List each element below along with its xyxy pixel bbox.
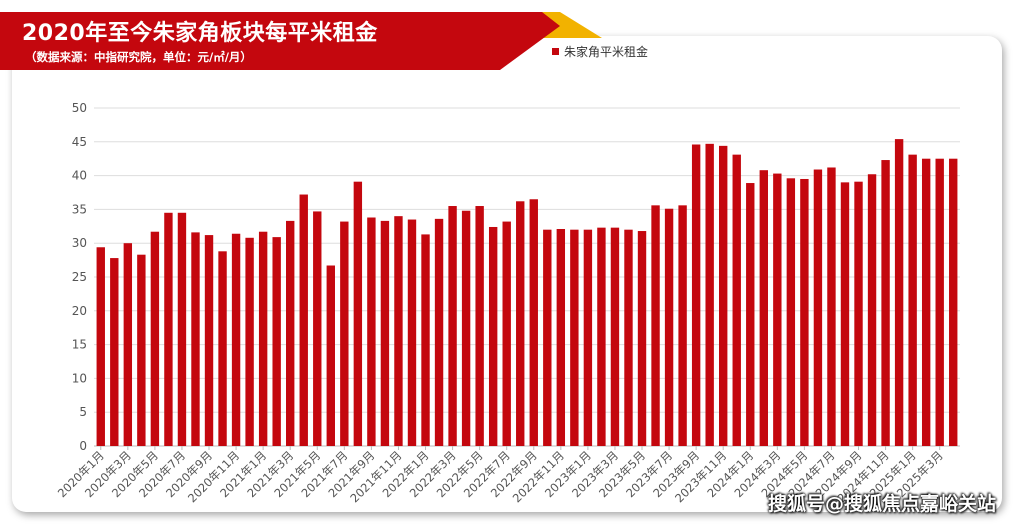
bar <box>218 251 227 446</box>
bar <box>353 181 363 446</box>
bar <box>746 183 755 447</box>
chart-title: 2020年至今朱家角板块每平米租金 <box>22 21 378 46</box>
bar <box>394 216 403 446</box>
y-tick-label: 20 <box>72 304 87 318</box>
y-tick-label: 10 <box>72 371 87 385</box>
bar <box>664 208 674 446</box>
bar <box>570 229 579 446</box>
bar <box>150 231 160 446</box>
y-tick-label: 30 <box>72 236 87 250</box>
legend-label: 朱家角平米租金 <box>564 45 649 59</box>
bar <box>543 229 552 446</box>
bar <box>245 237 254 446</box>
bar <box>773 173 782 446</box>
bar <box>651 205 660 446</box>
bar <box>488 226 498 446</box>
bar <box>827 167 836 447</box>
bar <box>123 243 133 446</box>
bar <box>691 144 701 446</box>
bar <box>759 170 768 446</box>
y-tick-label: 25 <box>72 270 87 284</box>
bar <box>908 154 917 446</box>
bar <box>326 265 335 446</box>
bar <box>475 206 484 446</box>
y-tick-label: 5 <box>79 405 87 419</box>
bar <box>719 145 728 447</box>
bar <box>597 227 606 446</box>
bar <box>421 234 430 446</box>
y-tick-label: 0 <box>79 439 87 453</box>
bar <box>110 258 119 446</box>
bar <box>299 194 308 446</box>
watermark: 搜狐号@搜狐焦点嘉峪关站 <box>768 493 997 515</box>
y-tick-label: 50 <box>72 101 87 115</box>
bar <box>705 143 714 446</box>
bar <box>921 158 931 446</box>
bar <box>137 254 146 446</box>
bar <box>935 158 944 446</box>
bars <box>96 139 958 447</box>
bar <box>786 178 796 447</box>
y-tick-label: 40 <box>72 169 87 183</box>
bar <box>461 210 471 446</box>
bar <box>177 212 187 446</box>
bar <box>867 174 877 446</box>
bar <box>800 178 809 447</box>
bar <box>678 205 687 446</box>
bar <box>813 169 823 446</box>
y-tick-label: 45 <box>72 135 87 149</box>
bar <box>624 229 633 446</box>
bar <box>949 158 958 446</box>
legend: 朱家角平米租金 <box>552 43 648 60</box>
title-banner <box>0 12 560 70</box>
bar <box>204 235 214 446</box>
bar <box>732 154 741 446</box>
y-tick-label: 35 <box>72 202 87 216</box>
bar <box>637 231 647 446</box>
bar <box>840 182 850 447</box>
bar <box>286 220 295 446</box>
bar <box>96 247 105 446</box>
legend-swatch <box>552 48 559 55</box>
bar <box>610 227 620 446</box>
bar <box>407 219 417 446</box>
bar <box>894 139 904 446</box>
bar <box>367 217 376 446</box>
bar <box>881 160 890 447</box>
bar <box>502 221 511 446</box>
bar <box>191 232 200 446</box>
bar <box>272 237 281 446</box>
bar <box>258 231 268 446</box>
bar <box>516 201 525 446</box>
bar <box>164 212 173 446</box>
bar <box>529 199 538 446</box>
bar <box>434 218 444 446</box>
bar <box>380 220 390 446</box>
chart-subtitle: （数据来源：中指研究院，单位：元/㎡/月） <box>25 50 252 64</box>
bar <box>583 229 593 446</box>
bar <box>340 221 349 446</box>
bar <box>556 229 566 446</box>
bar <box>313 211 322 446</box>
bar <box>448 206 457 446</box>
y-tick-label: 15 <box>72 338 87 352</box>
bar <box>854 181 863 446</box>
bar <box>231 233 241 446</box>
y-axis: 0 5 10 15 20 25 30 35 40 45 50 <box>72 101 87 453</box>
